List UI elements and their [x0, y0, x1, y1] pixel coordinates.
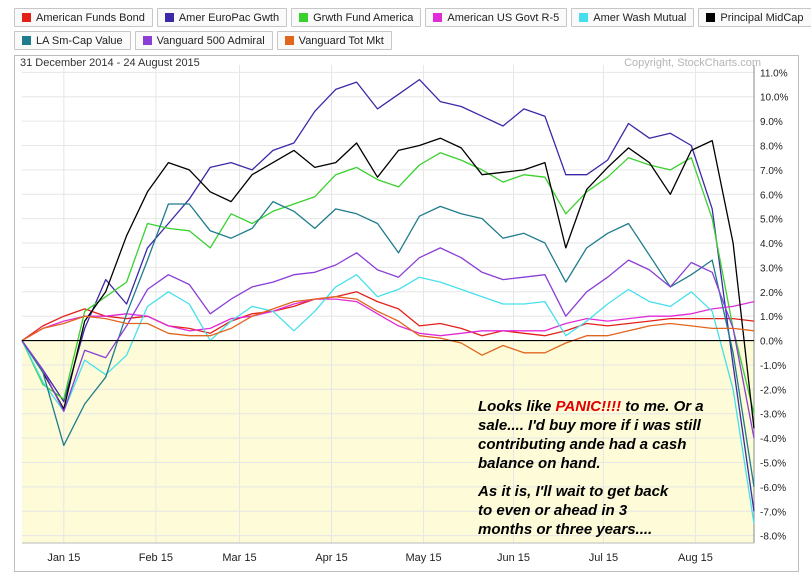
legend-label: American US Govt R-5 [447, 11, 560, 24]
annotation-text: Looks like [478, 398, 556, 415]
series-line [21, 296, 755, 356]
y-tick-label: 5.0% [760, 215, 783, 226]
y-tick-label: 1.0% [760, 312, 783, 323]
legend-label: American Funds Bond [36, 11, 145, 24]
annotation-line-4: balance on hand. [478, 455, 601, 472]
legend-swatch [142, 36, 152, 45]
series-line [21, 152, 755, 414]
y-tick-label: -7.0% [760, 507, 786, 518]
y-tick-label: 0.0% [760, 337, 783, 348]
chart-frame [14, 55, 799, 572]
legend-swatch [22, 13, 31, 22]
legend-item[interactable]: American US Govt R-5 [425, 8, 568, 27]
chart-annotation: Looks like PANIC!!!! to me. Or a sale...… [478, 397, 748, 539]
y-tick-label: -1.0% [760, 361, 786, 372]
legend-swatch [22, 36, 31, 45]
legend-item[interactable]: Vanguard 500 Admiral [134, 31, 273, 50]
legend-row-2: LA Sm-Cap Value Vanguard 500 Admiral Van… [14, 31, 784, 50]
legend-row-1: American Funds Bond Amer EuroPac Gwth Gr… [14, 8, 811, 27]
annotation-line-6: to even or ahead in 3 [478, 502, 628, 519]
annotation-line-2: sale.... I'd buy more if i was still [478, 417, 701, 434]
x-tick-label: May 15 [406, 552, 442, 564]
annotation-line-3: contributing ande had a cash [478, 436, 687, 453]
y-tick-label: 6.0% [760, 190, 783, 201]
legend-item[interactable]: Grwth Fund America [291, 8, 422, 27]
x-tick-label: Jan 15 [47, 552, 80, 564]
legend-swatch [164, 13, 174, 22]
y-tick-label: 3.0% [760, 263, 783, 274]
annotation-line-5: As it is, I'll wait to get back [478, 483, 669, 500]
legend-label: Vanguard 500 Admiral [156, 34, 265, 47]
legend-item[interactable]: Amer EuroPac Gwth [156, 8, 288, 27]
series-line [21, 200, 755, 488]
annotation-line-7: months or three years.... [478, 521, 653, 538]
panic-text: PANIC!!!! [555, 398, 622, 415]
y-tick-label: 9.0% [760, 117, 783, 128]
copyright-label: Copyright, StockCharts.com [624, 57, 761, 69]
y-tick-label: -5.0% [760, 459, 786, 470]
series-line [21, 137, 755, 429]
series-line [21, 291, 755, 342]
y-tick-label: -3.0% [760, 410, 786, 421]
y-tick-label: 2.0% [760, 288, 783, 299]
legend-item[interactable]: LA Sm-Cap Value [14, 31, 131, 50]
legend-item[interactable]: Vanguard Tot Mkt [276, 31, 392, 50]
legend-label: Vanguard Tot Mkt [298, 34, 384, 47]
series-line [21, 247, 755, 439]
y-tick-label: 11.0% [760, 68, 788, 79]
x-tick-label: Apr 15 [315, 552, 347, 564]
legend-swatch [433, 13, 443, 22]
legend-label: Principal MidCap [720, 11, 804, 24]
annotation-text: to me. Or a [621, 398, 704, 415]
series-line [21, 78, 755, 512]
negative-region [22, 340, 754, 543]
y-tick-label: 4.0% [760, 239, 783, 250]
y-tick-label: -2.0% [760, 385, 786, 396]
y-tick-label: 8.0% [760, 141, 783, 152]
legend-swatch [706, 13, 716, 22]
annotation-line-1: Looks like PANIC!!!! to me. Or a [478, 397, 748, 416]
legend-swatch [579, 13, 589, 22]
x-tick-label: Mar 15 [222, 552, 256, 564]
x-tick-label: Feb 15 [139, 552, 173, 564]
y-tick-label: -8.0% [760, 532, 786, 543]
performance-chart: 11.0% 10.0% 9.0% 8.0% 7.0% 6.0% 5.0% 4.0% 3.0% 2.… [21, 65, 788, 564]
legend-item[interactable]: Principal MidCap [698, 8, 811, 27]
legend-item[interactable]: American Funds Bond [14, 8, 153, 27]
legend-label: Grwth Fund America [313, 11, 414, 24]
series-line [21, 274, 755, 524]
y-tick-label: 7.0% [760, 166, 783, 177]
legend-label: LA Sm-Cap Value [36, 34, 123, 47]
y-tick-label: -4.0% [760, 434, 786, 445]
y-tick-label: 10.0% [760, 93, 788, 104]
legend-label: Amer EuroPac Gwth [178, 11, 280, 24]
date-range-label: 31 December 2014 - 24 August 2015 [20, 57, 200, 69]
legend-label: Amer Wash Mutual [593, 11, 687, 24]
x-tick-label: Jul 15 [589, 552, 618, 564]
x-tick-label: Jun 15 [497, 552, 530, 564]
legend-item[interactable]: Amer Wash Mutual [571, 8, 695, 27]
legend-swatch [284, 36, 294, 45]
legend-swatch [299, 13, 309, 22]
chart-legend: American Funds Bond Amer EuroPac Gwth Gr… [14, 8, 811, 54]
x-tick-label: Aug 15 [678, 552, 713, 564]
y-tick-label: -6.0% [760, 483, 786, 494]
